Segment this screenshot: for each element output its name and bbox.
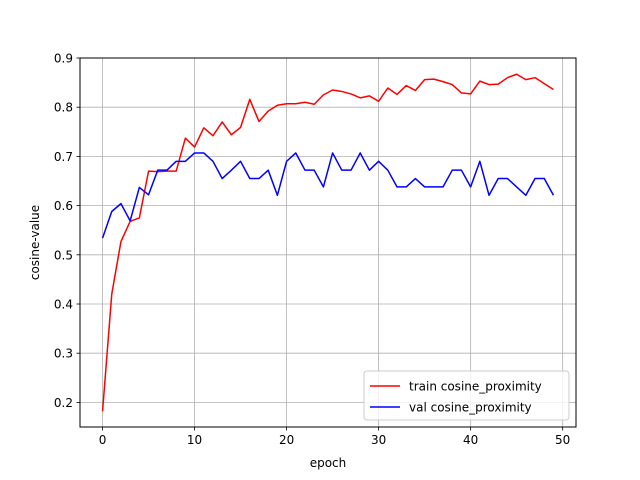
series-lines [101, 73, 555, 412]
x-tick-label: 50 [555, 433, 570, 447]
series-line-val [101, 152, 555, 239]
y-tick-label: 0.9 [54, 52, 73, 66]
y-tick-label: 0.4 [54, 298, 73, 312]
x-tick-label: 20 [279, 433, 294, 447]
legend-label-train: train cosine_proximity [409, 380, 542, 394]
y-tick-label: 0.8 [54, 101, 73, 115]
x-tick-label: 40 [463, 433, 478, 447]
x-tick-label: 0 [99, 433, 107, 447]
plot-area-frame [79, 57, 577, 428]
y-tick-label: 0.2 [54, 396, 73, 410]
x-axis-label: epoch [310, 456, 347, 470]
x-tick-label: 10 [187, 433, 202, 447]
legend-box [363, 370, 570, 421]
y-tick-label: 0.5 [54, 248, 73, 262]
y-axis-label: cosine-value [28, 205, 42, 280]
series-line-train [101, 73, 554, 412]
y-tick-label: 0.7 [54, 150, 73, 164]
y-tick-label: 0.6 [54, 199, 73, 213]
legend: train cosine_proximity val cosine_proxim… [363, 370, 570, 421]
legend-label-val: val cosine_proximity [409, 401, 532, 415]
axis-ticks: 0 10 20 30 40 50 0.2 0.3 0.4 0.5 0.6 0.7 0.8 0.9 [54, 52, 570, 448]
y-tick-label: 0.3 [54, 347, 73, 361]
x-tick-label: 30 [371, 433, 386, 447]
